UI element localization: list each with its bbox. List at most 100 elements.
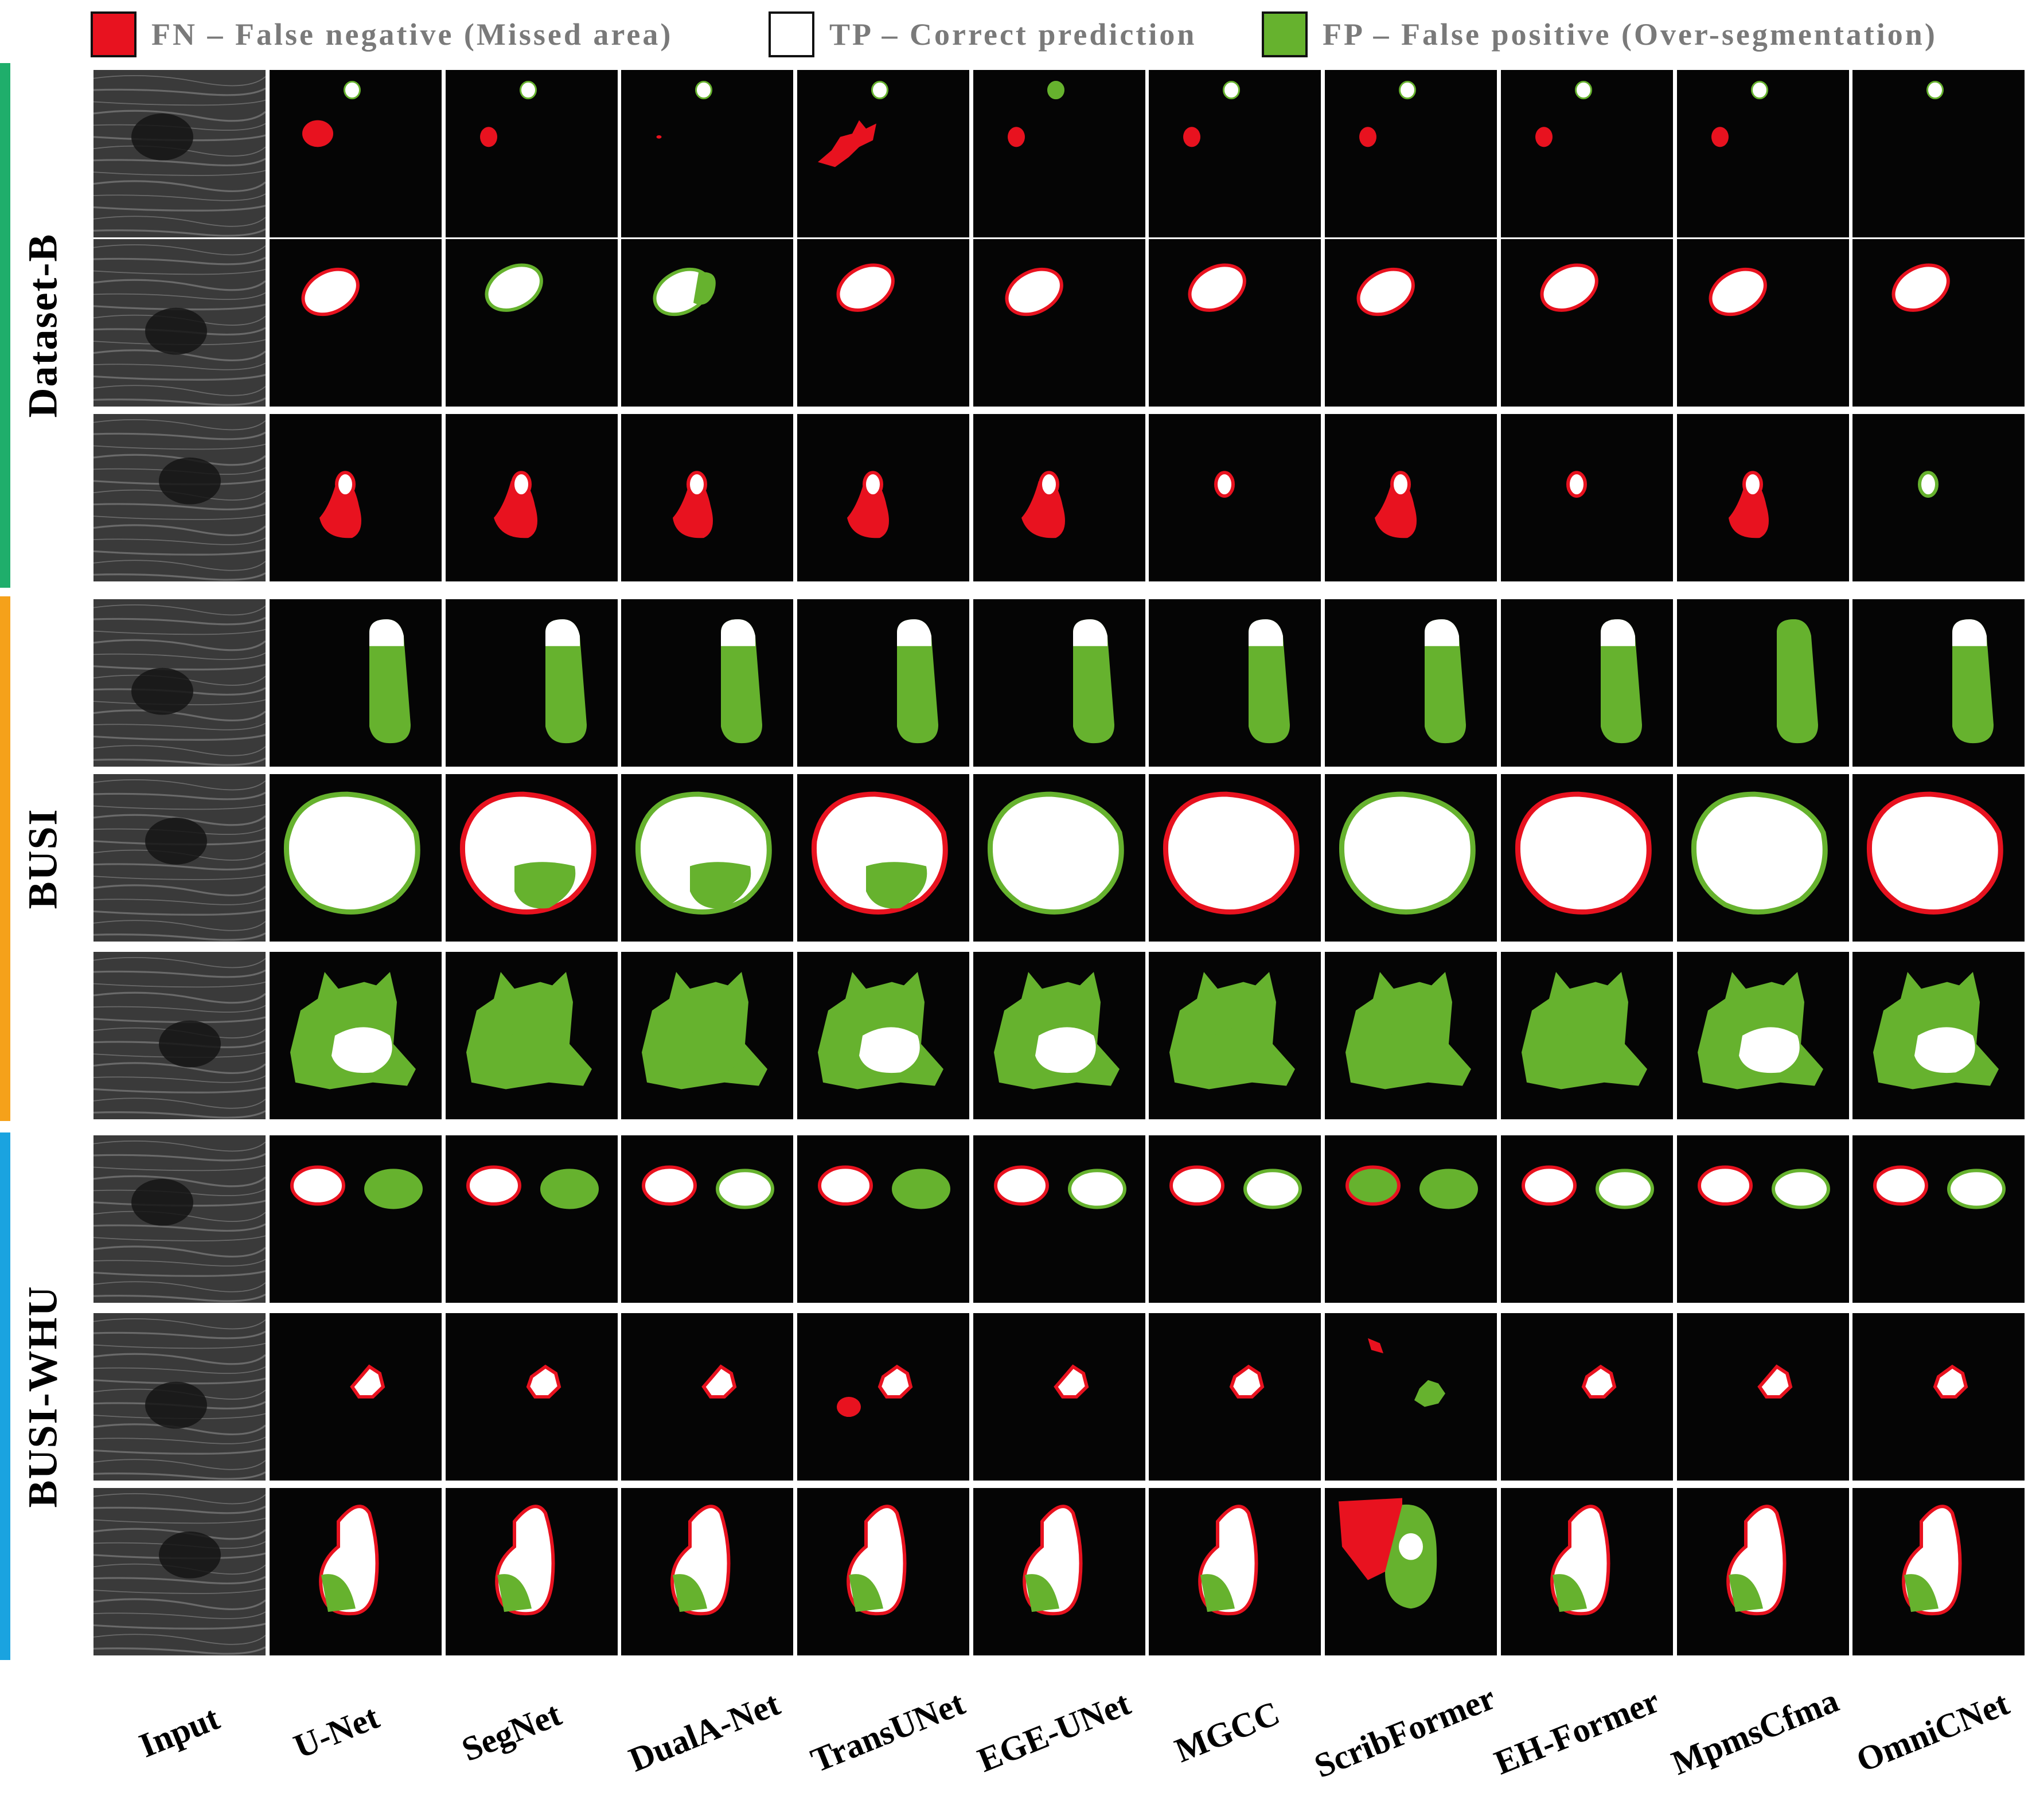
segmentation-mask — [621, 1313, 793, 1481]
segmentation-mask — [1677, 1313, 1849, 1481]
segmentation-mask — [973, 952, 1145, 1119]
ultrasound-input-image — [93, 70, 266, 237]
segmentation-mask — [1325, 599, 1497, 767]
col-label-text: U-Net — [288, 1697, 385, 1766]
segmentation-mask — [270, 774, 442, 942]
segmentation-mask — [1325, 1488, 1497, 1655]
segmentation-mask — [270, 70, 442, 237]
segmentation-mask — [270, 599, 442, 767]
col-label-u-net: U-Net — [251, 1697, 423, 1766]
segmentation-mask — [1852, 70, 2025, 237]
segmentation-mask — [1149, 774, 1321, 942]
segmentation-mask — [270, 952, 442, 1119]
segmentation-mask — [973, 414, 1145, 581]
segmentation-mask — [1325, 70, 1497, 237]
segmentation-mask — [1149, 599, 1321, 767]
ultrasound-input-image — [93, 952, 266, 1119]
segmentation-mask — [1149, 1135, 1321, 1303]
segmentation-mask — [1677, 599, 1849, 767]
segmentation-mask — [621, 599, 793, 767]
segmentation-mask — [1501, 1135, 1673, 1303]
legend-label-fp: FP – False positive (Over-segmentation) — [1323, 17, 1937, 52]
col-label-text: MGCC — [1169, 1693, 1285, 1770]
legend-item-tp: TP – Correct prediction — [769, 6, 1196, 63]
segmentation-mask — [446, 239, 618, 407]
fp-swatch — [1262, 11, 1308, 57]
segmentation-mask — [621, 70, 793, 237]
dataset-bar-busi — [0, 596, 10, 1121]
segmentation-mask — [1852, 952, 2025, 1119]
dataset-bar-dataset-b — [0, 63, 10, 588]
segmentation-mask — [1325, 952, 1497, 1119]
segmentation-mask — [797, 1135, 969, 1303]
col-label-text: DualA-Net — [623, 1684, 785, 1779]
col-label-text: EGE-UNet — [972, 1684, 1136, 1779]
segmentation-mask — [797, 1488, 969, 1655]
segmentation-mask — [1677, 239, 1849, 407]
segmentation-mask — [621, 1488, 793, 1655]
legend-label-fn: FN – False negative (Missed area) — [151, 17, 673, 52]
ultrasound-input-image — [93, 1135, 266, 1303]
segmentation-mask — [797, 239, 969, 407]
segmentation-mask — [446, 774, 618, 942]
segmentation-mask — [1325, 414, 1497, 581]
ultrasound-input-image — [93, 1488, 266, 1655]
segmentation-mask — [797, 414, 969, 581]
segmentation-mask — [446, 1313, 618, 1481]
segmentation-mask — [621, 774, 793, 942]
segmentation-mask — [621, 414, 793, 581]
segmentation-mask — [1852, 414, 2025, 581]
fn-swatch — [91, 11, 136, 57]
col-label-duala-net: DualA-Net — [618, 1684, 790, 1779]
segmentation-mask — [1677, 414, 1849, 581]
col-label-mgcc: MGCC — [1141, 1693, 1313, 1769]
segmentation-mask — [1325, 239, 1497, 407]
segmentation-mask — [973, 774, 1145, 942]
tp-swatch — [769, 11, 814, 57]
segmentation-mask — [446, 70, 618, 237]
segmentation-mask — [1325, 774, 1497, 942]
ultrasound-input-image — [93, 239, 266, 407]
segmentation-mask — [1852, 599, 2025, 767]
segmentation-mask — [446, 414, 618, 581]
segmentation-mask — [973, 599, 1145, 767]
segmentation-mask — [1852, 1135, 2025, 1303]
segmentation-mask — [621, 1135, 793, 1303]
segmentation-mask — [1677, 1135, 1849, 1303]
col-label-omnicnet: OmniCNet — [1847, 1684, 2019, 1779]
segmentation-mask — [270, 239, 442, 407]
segmentation-mask — [1325, 1135, 1497, 1303]
col-label-text: SegNet — [457, 1694, 567, 1768]
segmentation-mask — [1501, 1488, 1673, 1655]
segmentation-mask — [1149, 1313, 1321, 1481]
legend-label-tp: TP – Correct prediction — [829, 17, 1197, 52]
col-label-scribformer: ScribFormer — [1309, 1678, 1501, 1785]
col-label-text: TransUNet — [805, 1684, 970, 1779]
segmentation-mask — [1677, 1488, 1849, 1655]
segmentation-mask — [621, 239, 793, 407]
segmentation-mask — [621, 952, 793, 1119]
segmentation-mask — [797, 1313, 969, 1481]
segmentation-mask — [1149, 1488, 1321, 1655]
legend-item-fp: FP – False positive (Over-segmentation) — [1262, 6, 1937, 63]
segmentation-mask — [797, 70, 969, 237]
ultrasound-input-image — [93, 774, 266, 942]
segmentation-mask — [1852, 239, 2025, 407]
col-label-input: Input — [93, 1697, 266, 1766]
col-label-eh-former: EH-Former — [1489, 1681, 1665, 1782]
segmentation-mask — [973, 1313, 1145, 1481]
segmentation-mask — [797, 952, 969, 1119]
ultrasound-input-image — [93, 414, 266, 581]
segmentation-mask — [1501, 239, 1673, 407]
col-label-segnet: SegNet — [426, 1694, 598, 1768]
segmentation-mask — [446, 952, 618, 1119]
segmentation-mask — [1501, 1313, 1673, 1481]
col-label-transunet: TransUNet — [802, 1684, 974, 1779]
dataset-bar-busi-whu — [0, 1132, 10, 1660]
segmentation-mask — [446, 599, 618, 767]
segmentation-mask — [973, 70, 1145, 237]
segmentation-mask — [1677, 952, 1849, 1119]
col-label-ege-unet: EGE-UNet — [968, 1684, 1140, 1779]
legend-item-fn: FN – False negative (Missed area) — [91, 6, 673, 63]
